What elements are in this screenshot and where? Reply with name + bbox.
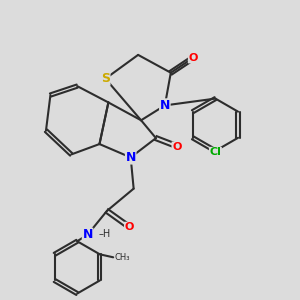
Text: O: O xyxy=(172,142,182,152)
Text: –H: –H xyxy=(99,229,111,239)
Text: N: N xyxy=(125,151,136,164)
Text: N: N xyxy=(82,228,93,241)
Text: S: S xyxy=(101,72,110,85)
Text: Cl: Cl xyxy=(209,147,221,158)
Text: N: N xyxy=(160,99,170,112)
Text: CH₃: CH₃ xyxy=(114,253,130,262)
Text: O: O xyxy=(188,53,198,63)
Text: O: O xyxy=(124,222,134,232)
